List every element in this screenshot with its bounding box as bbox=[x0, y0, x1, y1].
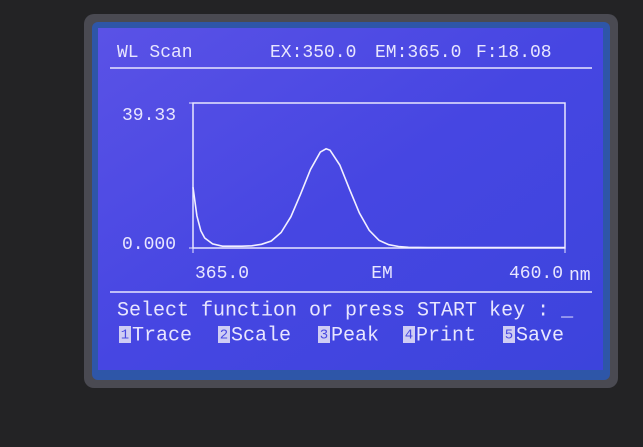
menu-label: Print bbox=[416, 324, 476, 347]
x-tick-label: 365.0 bbox=[195, 264, 249, 284]
menu-label: Save bbox=[516, 324, 564, 347]
em-value: EM:365.0 bbox=[375, 43, 461, 63]
screen bbox=[98, 28, 603, 370]
x-unit: nm bbox=[569, 266, 591, 286]
menu-label: Trace bbox=[132, 324, 192, 347]
key-number: 1 bbox=[121, 328, 129, 344]
mode: WL Scan bbox=[117, 43, 193, 63]
key-number: 4 bbox=[405, 328, 413, 344]
x-tick-label: 460.0 bbox=[509, 264, 563, 284]
y-tick-label: 39.33 bbox=[122, 106, 176, 126]
f-value: F:18.08 bbox=[476, 43, 552, 63]
key-box bbox=[318, 326, 330, 343]
key-box bbox=[403, 326, 415, 343]
menu-label: Scale bbox=[231, 324, 291, 347]
x-axis-label: EM bbox=[371, 264, 393, 284]
prompt: Select function or press START key : _ bbox=[117, 299, 574, 322]
ex-value: EX:350.0 bbox=[270, 43, 356, 63]
key-box bbox=[119, 326, 131, 343]
plot-frame bbox=[192, 102, 566, 249]
key-box bbox=[218, 326, 230, 343]
y-tick-label: 0.000 bbox=[122, 235, 176, 255]
key-number: 2 bbox=[220, 328, 228, 344]
menu: 1 Trace 2 Scale 3 Peak 4 Print 5 Save bbox=[119, 324, 564, 347]
key-number: 3 bbox=[320, 328, 328, 344]
menu-label: Peak bbox=[331, 324, 379, 347]
key-box bbox=[503, 326, 515, 343]
key-number: 5 bbox=[505, 328, 513, 344]
spectrum-line bbox=[192, 147, 565, 249]
